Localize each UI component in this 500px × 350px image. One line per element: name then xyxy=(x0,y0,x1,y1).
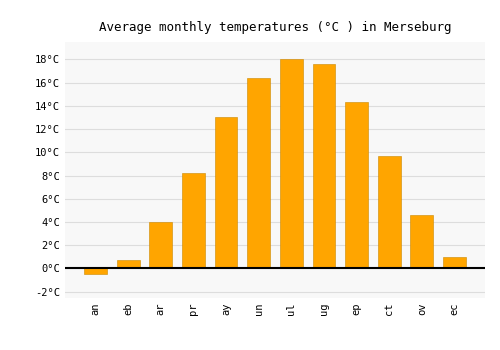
Bar xyxy=(182,173,205,268)
Bar xyxy=(84,268,107,274)
Bar xyxy=(116,260,140,268)
Bar xyxy=(248,78,270,268)
Bar xyxy=(214,118,238,268)
Bar xyxy=(410,215,434,268)
Bar xyxy=(345,103,368,268)
Bar xyxy=(150,222,172,268)
Bar xyxy=(280,60,302,268)
Title: Average monthly temperatures (°C ) in Merseburg: Average monthly temperatures (°C ) in Me… xyxy=(99,21,451,34)
Bar xyxy=(312,64,336,268)
Bar xyxy=(443,257,466,268)
Bar xyxy=(378,156,400,268)
